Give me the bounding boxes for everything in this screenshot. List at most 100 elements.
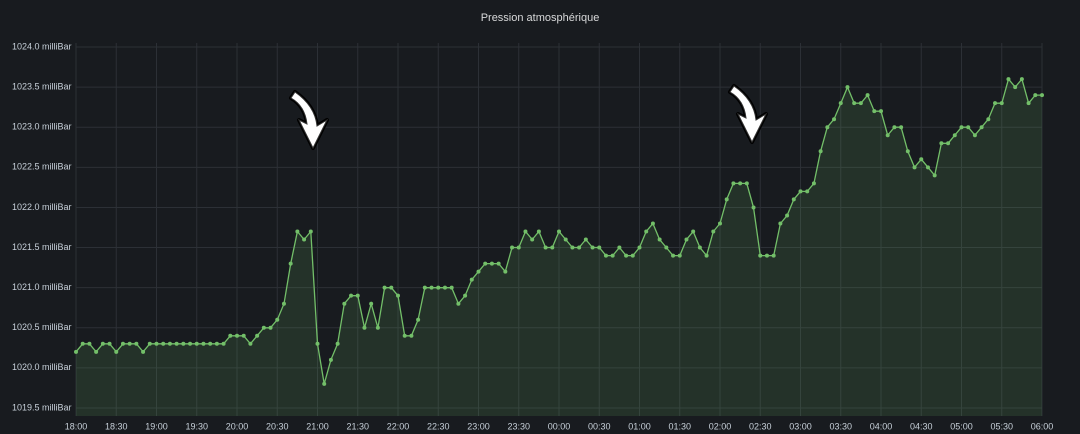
x-tick-label: 18:30 bbox=[105, 421, 128, 431]
point bbox=[637, 245, 642, 250]
point bbox=[241, 333, 246, 338]
point bbox=[416, 317, 421, 322]
point bbox=[919, 157, 924, 162]
point bbox=[664, 245, 669, 250]
point bbox=[785, 213, 790, 218]
point bbox=[832, 117, 837, 122]
x-tick-label: 18:00 bbox=[65, 421, 88, 431]
point bbox=[959, 125, 964, 130]
point bbox=[691, 229, 696, 234]
point bbox=[161, 341, 166, 346]
point bbox=[671, 253, 676, 258]
x-tick-label: 04:30 bbox=[910, 421, 933, 431]
x-tick-label: 21:00 bbox=[306, 421, 329, 431]
point bbox=[818, 149, 823, 154]
point bbox=[235, 333, 239, 338]
point bbox=[261, 325, 266, 330]
point bbox=[731, 181, 736, 186]
point bbox=[697, 245, 702, 250]
point bbox=[107, 341, 112, 346]
point bbox=[879, 109, 883, 114]
point bbox=[1040, 93, 1044, 98]
point bbox=[114, 349, 119, 354]
x-tick-label: 21:30 bbox=[346, 421, 369, 431]
point bbox=[308, 229, 313, 234]
point bbox=[972, 133, 977, 138]
y-tick-label: 1021.0 milliBar bbox=[12, 282, 72, 292]
point bbox=[402, 333, 407, 338]
point bbox=[583, 237, 588, 242]
point bbox=[1006, 77, 1011, 82]
point bbox=[127, 341, 132, 346]
point bbox=[523, 229, 528, 234]
point bbox=[201, 341, 206, 346]
arrow-icon bbox=[728, 84, 768, 144]
point bbox=[147, 341, 152, 346]
point bbox=[610, 253, 615, 258]
point bbox=[885, 133, 890, 138]
point bbox=[174, 341, 179, 346]
point bbox=[724, 197, 729, 202]
point bbox=[87, 341, 92, 346]
point bbox=[966, 125, 971, 130]
x-tick-label: 05:00 bbox=[950, 421, 973, 431]
point bbox=[322, 381, 327, 386]
point bbox=[704, 253, 709, 258]
area bbox=[76, 79, 1042, 416]
x-tick-label: 06:00 bbox=[1031, 421, 1054, 431]
point bbox=[248, 341, 253, 346]
point bbox=[946, 141, 951, 146]
point bbox=[442, 285, 447, 290]
x-tick-label: 22:30 bbox=[427, 421, 450, 431]
arrow-icon bbox=[289, 90, 329, 150]
point bbox=[684, 237, 689, 242]
point bbox=[764, 253, 769, 258]
point bbox=[1013, 85, 1018, 90]
point bbox=[436, 285, 441, 290]
point bbox=[791, 197, 796, 202]
point bbox=[221, 341, 226, 346]
chart-title: Pression atmosphérique bbox=[481, 12, 600, 24]
point bbox=[650, 221, 655, 226]
point bbox=[255, 333, 260, 338]
point bbox=[228, 333, 233, 338]
point bbox=[778, 221, 783, 226]
point bbox=[899, 125, 904, 130]
point bbox=[456, 301, 461, 306]
y-tick-label: 1023.5 milliBar bbox=[12, 81, 72, 91]
point bbox=[489, 261, 494, 266]
point bbox=[302, 237, 307, 242]
point bbox=[1019, 77, 1024, 82]
point bbox=[925, 165, 930, 170]
point bbox=[496, 261, 501, 266]
point bbox=[536, 229, 541, 234]
x-tick-label: 04:00 bbox=[870, 421, 893, 431]
point bbox=[355, 293, 360, 298]
x-tick-label: 23:30 bbox=[507, 421, 530, 431]
point bbox=[141, 349, 146, 354]
point bbox=[1026, 101, 1031, 106]
point bbox=[1033, 93, 1038, 98]
point bbox=[624, 253, 629, 258]
point bbox=[597, 245, 602, 250]
point bbox=[382, 285, 387, 290]
point bbox=[369, 301, 374, 306]
point bbox=[422, 285, 427, 290]
y-tick-label: 1023.0 milliBar bbox=[12, 122, 72, 132]
point bbox=[362, 325, 367, 330]
point bbox=[744, 181, 749, 186]
y-tick-label: 1024.0 milliBar bbox=[12, 41, 72, 51]
point bbox=[657, 237, 662, 242]
point bbox=[952, 133, 957, 138]
x-tick-label: 01:00 bbox=[628, 421, 651, 431]
point bbox=[194, 341, 199, 346]
x-tick-label: 19:00 bbox=[145, 421, 168, 431]
point bbox=[932, 173, 937, 178]
x-tick-label: 19:30 bbox=[185, 421, 208, 431]
point bbox=[543, 245, 548, 250]
point bbox=[268, 325, 273, 330]
point bbox=[335, 341, 340, 346]
point bbox=[805, 189, 810, 194]
point bbox=[208, 341, 213, 346]
point bbox=[94, 349, 99, 354]
